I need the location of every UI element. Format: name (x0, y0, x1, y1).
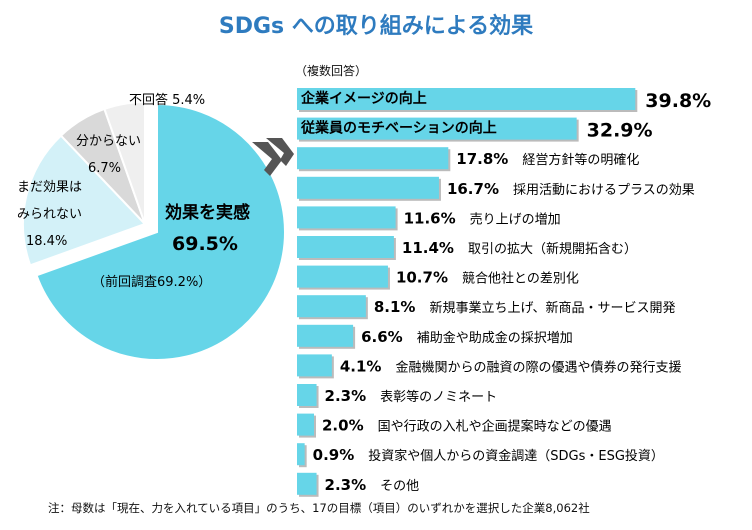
bar-category-label: 競合他社との差別化 (462, 271, 579, 287)
bar (297, 147, 449, 170)
bar-value-label: 17.8% (456, 150, 508, 168)
bar (297, 176, 439, 199)
pie-value-unseen: 18.4% (26, 234, 67, 249)
footnote: 注：母数は「現在、力を入れている項目」のうち、17の目標（項目）のいずれかを選択… (48, 501, 590, 515)
bar-category-label: 売り上げの増加 (470, 211, 561, 227)
pie-slice (103, 100, 146, 225)
bar (297, 117, 577, 140)
bar-category-label: 取引の拡大（新規開拓含む） (468, 241, 637, 257)
bar-category-label: 採用活動におけるプラスの効果 (513, 183, 695, 198)
bar-category-label: 国や行政の入札や企画提案時などの優遇 (378, 419, 612, 435)
chart-title: SDGs への取り組みによる効果 (218, 14, 534, 39)
bar-value-label: 10.7% (396, 269, 448, 287)
bar-value-label: 11.6% (404, 209, 456, 227)
pie-label-unseen: みられない (17, 207, 82, 222)
pie-value-unknown: 6.7% (88, 161, 121, 176)
bar-category-label: 企業イメージの向上 (300, 90, 427, 107)
bar (297, 472, 317, 495)
pie-slice (22, 134, 147, 267)
pie-label-unknown: 分からない (76, 134, 141, 149)
bar-value-label: 2.0% (322, 417, 364, 435)
bar-value-label: 32.9% (587, 120, 653, 142)
bar-value-label: 11.4% (402, 239, 454, 257)
bar-subtitle: （複数回答） (295, 64, 368, 78)
bar-category-label: 金融機関からの融資の際の優遇や債券の発行支援 (395, 359, 681, 375)
bar (297, 265, 388, 288)
pie-note: （前回調査69.2%） (92, 274, 211, 290)
bar-category-label: 従業員のモチベーションの向上 (300, 120, 497, 137)
pie-label-noanswer: 不回答 5.4% (129, 92, 205, 108)
bar (297, 384, 317, 406)
bar-category-label: 新規事業立ち上げ、新商品・サービス開発 (429, 300, 675, 316)
bar-category-label: 投資家や個人からの資金調達（SDGs・ESG投資） (368, 448, 664, 464)
bar-value-label: 6.6% (361, 328, 403, 346)
pie-label-main: 効果を実感 (165, 202, 250, 223)
bar-value-label: 16.7% (447, 180, 499, 198)
bar (297, 413, 314, 436)
bar-value-label: 2.3% (325, 387, 367, 405)
bar (297, 295, 366, 318)
bar-value-label: 4.1% (340, 357, 382, 375)
bar (297, 206, 396, 229)
bar-category-label: その他 (380, 479, 419, 494)
bar-value-label: 0.9% (313, 446, 355, 464)
bar (297, 443, 305, 466)
pie-value-main: 69.5% (172, 233, 238, 255)
bar (297, 324, 354, 347)
bar (297, 236, 394, 258)
bar (297, 88, 636, 110)
pie-label-unseen: まだ効果は (17, 180, 82, 195)
bar-value-label: 39.8% (645, 90, 711, 112)
chevron-arrow-icon (252, 138, 294, 176)
bar-category-label: 経営方針等の明確化 (522, 152, 639, 168)
bar-value-label: 8.1% (374, 298, 416, 316)
bar-category-label: 表彰等のノミネート (380, 389, 497, 405)
pie-slice (35, 102, 286, 361)
bar (297, 354, 332, 377)
bar-value-label: 2.3% (325, 476, 367, 494)
bar-category-label: 補助金や助成金の採択増加 (417, 330, 573, 346)
